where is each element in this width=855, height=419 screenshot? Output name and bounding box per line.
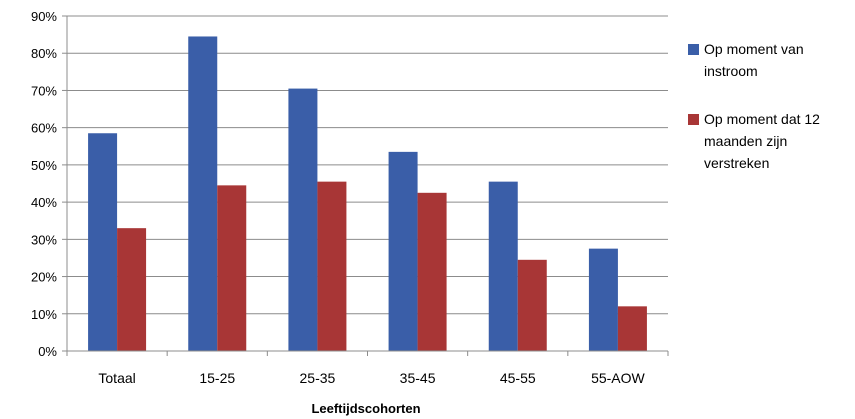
bar-series-1-45-55 xyxy=(488,181,518,351)
x-tick-label: 55-AOW xyxy=(591,370,645,386)
x-tick-label: 45-55 xyxy=(500,370,536,386)
y-tick-label: 70% xyxy=(31,83,57,98)
y-axis-ticks: 0% 10% 20% 30% 40% 50% 60% 70% 80% 90% xyxy=(31,9,67,359)
legend-label-series-1: Op moment van instroom xyxy=(704,41,804,79)
x-axis-label: Leeftijdscohorten xyxy=(311,401,420,416)
legend: Op moment van instroom Op moment dat 12 … xyxy=(688,38,853,200)
y-tick-label: 60% xyxy=(31,121,57,136)
bar-series-2-45-55 xyxy=(517,259,547,351)
bars xyxy=(88,36,647,351)
legend-swatch-series-2 xyxy=(688,114,699,125)
bar-series-1-Totaal xyxy=(88,133,118,351)
bar-series-2-15-25 xyxy=(217,185,247,351)
axes xyxy=(66,16,668,352)
y-tick-label: 80% xyxy=(31,46,57,61)
bar-series-2-35-45 xyxy=(417,192,447,351)
bar-series-1-15-25 xyxy=(188,36,218,351)
y-tick-label: 10% xyxy=(31,307,57,322)
y-tick-label: 40% xyxy=(31,195,57,210)
bar-series-2-Totaal xyxy=(117,228,147,351)
legend-item-series-1: Op moment van instroom xyxy=(688,38,853,82)
y-tick-label: 90% xyxy=(31,9,57,24)
legend-label-series-2: Op moment dat 12 maanden zijn verstreken xyxy=(704,111,820,171)
bar-series-1-55-AOW xyxy=(588,248,618,351)
x-tick-label: 35-45 xyxy=(400,370,436,386)
legend-item-series-2: Op moment dat 12 maanden zijn verstreken xyxy=(688,108,853,174)
y-tick-label: 20% xyxy=(31,270,57,285)
grid-lines xyxy=(67,15,668,315)
bar-series-2-55-AOW xyxy=(617,306,647,351)
bar-series-1-25-35 xyxy=(288,88,318,351)
y-tick-label: 0% xyxy=(38,344,57,359)
y-tick-label: 50% xyxy=(31,158,57,173)
legend-swatch-series-1 xyxy=(688,44,699,55)
x-axis-ticks: Totaal 15-25 25-35 35-45 45-55 55-AOW xyxy=(66,351,669,386)
x-tick-label: 15-25 xyxy=(199,370,235,386)
y-tick-label: 30% xyxy=(31,232,57,247)
x-tick-label: Totaal xyxy=(98,370,135,386)
x-tick-label: 25-35 xyxy=(300,370,336,386)
bar-series-1-35-45 xyxy=(388,151,418,351)
bar-series-2-25-35 xyxy=(317,181,347,351)
